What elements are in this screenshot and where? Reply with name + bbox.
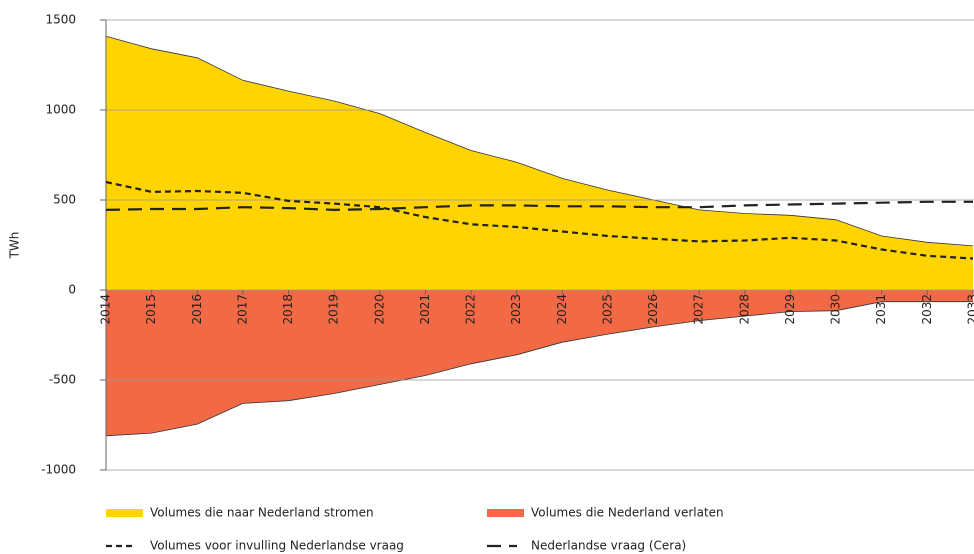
line xyxy=(105,200,973,212)
area-edge xyxy=(105,35,974,247)
area xyxy=(106,290,973,436)
x-tick-label: 2031 xyxy=(874,294,888,325)
legend-swatch xyxy=(487,509,524,517)
area-edge xyxy=(105,301,973,437)
x-tick-label: 2027 xyxy=(692,294,706,325)
y-tick-label: 1000 xyxy=(45,103,76,117)
y-axis-label: TWh xyxy=(8,232,22,260)
x-tick-label: 2033 xyxy=(966,294,974,325)
x-tick-label: 2015 xyxy=(144,294,158,325)
x-tick-label: 2024 xyxy=(555,294,569,325)
x-tick-label: 2022 xyxy=(464,294,478,325)
legend-label: Volumes die naar Nederland stromen xyxy=(150,506,374,520)
y-tick-label: 1500 xyxy=(45,13,76,27)
x-tick-label: 2019 xyxy=(327,294,341,325)
y-tick-label: -500 xyxy=(49,373,76,387)
x-tick-label: 2016 xyxy=(190,294,204,325)
x-tick-label: 2023 xyxy=(509,294,523,325)
area xyxy=(106,36,973,291)
x-tick-label: 2021 xyxy=(418,294,432,325)
y-tick-label: 500 xyxy=(53,193,76,207)
line xyxy=(105,180,974,260)
x-tick-label: 2029 xyxy=(783,294,797,325)
x-tick-label: 2025 xyxy=(600,294,614,325)
x-tick-label: 2028 xyxy=(737,294,751,325)
legend-label: Nederlandse vraag (Cera) xyxy=(531,539,686,553)
x-tick-label: 2018 xyxy=(281,294,295,325)
x-tick-label: 2026 xyxy=(646,294,660,325)
x-tick-label: 2032 xyxy=(920,294,934,325)
x-tick-label: 2020 xyxy=(372,294,386,325)
y-tick-label: 0 xyxy=(68,283,76,297)
x-tick-label: 2030 xyxy=(829,294,843,325)
legend-label: Volumes voor invulling Nederlandse vraag xyxy=(150,539,404,553)
x-tick-label: 2017 xyxy=(235,294,249,325)
y-tick-label: -1000 xyxy=(41,463,76,477)
x-tick-label: 2014 xyxy=(99,294,113,325)
legend-swatch xyxy=(106,509,143,517)
legend-label: Volumes die Nederland verlaten xyxy=(531,506,724,520)
